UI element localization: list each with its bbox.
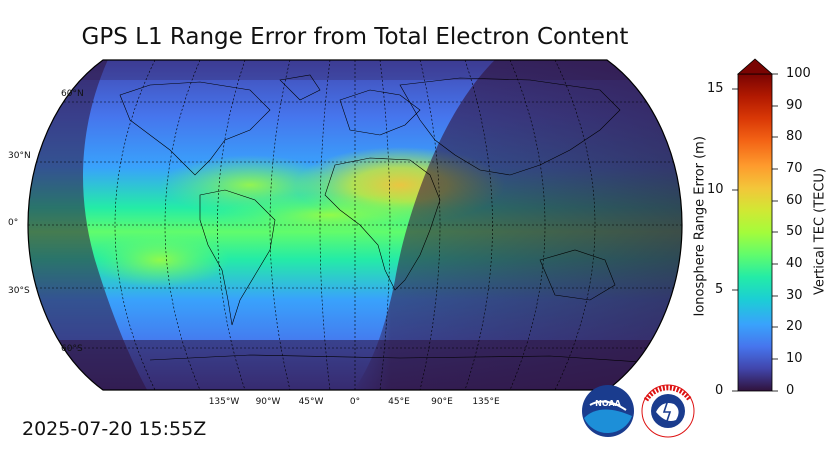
range-tick-5: 5 [715,282,724,297]
lat-label-30s: 30°S [8,286,30,296]
timestamp: 2025-07-20 15:55Z [22,418,207,440]
lat-label-30n: 30°N [8,151,31,161]
tec-tick-20: 20 [786,319,803,334]
noaa-logo-text: NOAA [595,399,621,408]
colorbar-extend-arrow [736,58,774,75]
lon-label-135w: 135°W [208,397,240,407]
lon-label-135e: 135°E [472,397,500,407]
lon-label-45w: 45°W [298,397,324,407]
nws-logo [641,384,695,438]
range-error-axis-label: Ionosphere Range Error (m) [692,136,708,317]
lon-label-0: 0° [349,397,361,407]
tec-tick-50: 50 [786,224,803,239]
lon-label-90e: 90°E [431,397,453,407]
tec-tick-60: 60 [786,193,803,208]
tec-tick-0: 0 [786,383,795,398]
range-tick-0: 0 [715,383,724,398]
chart-title: GPS L1 Range Error from Total Electron C… [81,24,629,50]
lat-label-60s: 60°S [61,344,83,354]
lat-label-60n: 60°N [61,89,84,99]
tec-tick-40: 40 [786,256,803,271]
tec-tick-30: 30 [786,288,803,303]
noaa-logo: NOAA [582,385,634,437]
tec-tick-10: 10 [786,351,803,366]
range-tick-15: 15 [707,81,724,96]
lat-label-equator: 0° [8,218,19,228]
tec-tick-80: 80 [786,129,803,144]
colorbar [732,58,778,392]
coastlines [119,74,641,363]
lon-label-45e: 45°E [388,397,410,407]
tec-axis-label: Vertical TEC (TECU) [812,167,828,296]
range-tick-10: 10 [707,182,724,197]
tec-tick-90: 90 [786,98,803,113]
graticule [28,60,682,390]
lon-label-90w: 90°W [255,397,281,407]
tec-tick-100: 100 [786,66,811,81]
colorbar-fill [737,73,773,392]
tec-tick-70: 70 [786,161,803,176]
